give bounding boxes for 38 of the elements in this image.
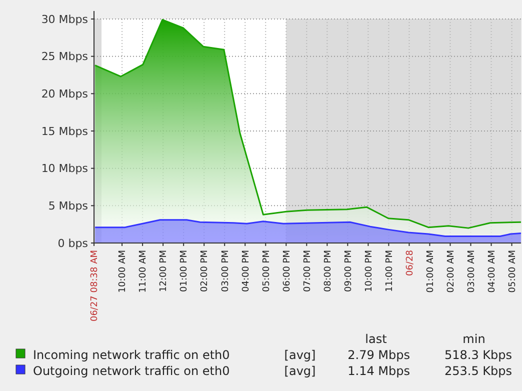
- y-tick-label: 25 Mbps: [41, 50, 88, 64]
- x-tick-label: 03:00 PM: [220, 250, 231, 292]
- x-tick-label: 06:00 PM: [282, 250, 292, 292]
- text: 518.3 Kbps: [444, 348, 512, 362]
- y-tick-label: 5 Mbps: [48, 200, 88, 213]
- y-tick-label: 10 Mbps: [41, 162, 88, 176]
- y-tick-label: 0 bps: [58, 236, 88, 250]
- x-tick-label: 10:00 PM: [364, 250, 374, 292]
- y-tick-label: 15 Mbps: [41, 124, 88, 138]
- x-tick-label: 10:00 AM: [118, 250, 128, 293]
- x-tick-label: 03:00 AM: [466, 250, 477, 293]
- x-tick-label: 01:00 PM: [180, 250, 190, 292]
- text: 253.5 Kbps: [444, 364, 512, 378]
- legend-label: Outgoing network traffic on eth0: [33, 364, 230, 378]
- x-tick-label: 07:00 PM: [302, 250, 313, 292]
- text: [avg]: [284, 348, 316, 362]
- x-tick-label: 06/28: [405, 250, 416, 276]
- x-tick-label: 02:00 PM: [200, 250, 210, 292]
- text: [avg]: [284, 364, 316, 378]
- x-tick-label: 05:00 AM: [508, 250, 518, 293]
- x-tick-label: 05:00 PM: [262, 250, 272, 292]
- x-tick-label: 06/27 08:38 AM: [90, 250, 100, 322]
- text: 2.79 Mbps: [348, 348, 410, 362]
- text: 1.14 Mbps: [348, 364, 410, 378]
- x-tick-label: 09:00 PM: [344, 250, 354, 292]
- x-tick-label: 08:00 PM: [323, 250, 334, 292]
- x-tick-label: 04:00 PM: [241, 250, 252, 292]
- x-tick-label: 01:00 AM: [426, 250, 436, 293]
- y-tick-label: 20 Mbps: [41, 88, 88, 101]
- legend-label: Incoming network traffic on eth0: [33, 348, 230, 362]
- y-tick-label: 30 Mbps: [41, 12, 88, 26]
- x-tick-label: 11:00 PM: [384, 250, 395, 292]
- x-tick-label: 04:00 AM: [487, 250, 498, 293]
- text: min: [462, 332, 486, 346]
- x-tick-label: 12:00 PM: [159, 250, 170, 292]
- x-tick-label: 02:00 AM: [446, 250, 456, 293]
- x-tick-label: 11:00 AM: [138, 250, 149, 293]
- text: last: [365, 332, 388, 346]
